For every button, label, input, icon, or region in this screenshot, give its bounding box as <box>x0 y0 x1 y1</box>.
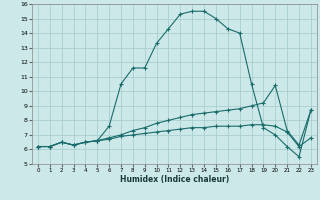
X-axis label: Humidex (Indice chaleur): Humidex (Indice chaleur) <box>120 175 229 184</box>
